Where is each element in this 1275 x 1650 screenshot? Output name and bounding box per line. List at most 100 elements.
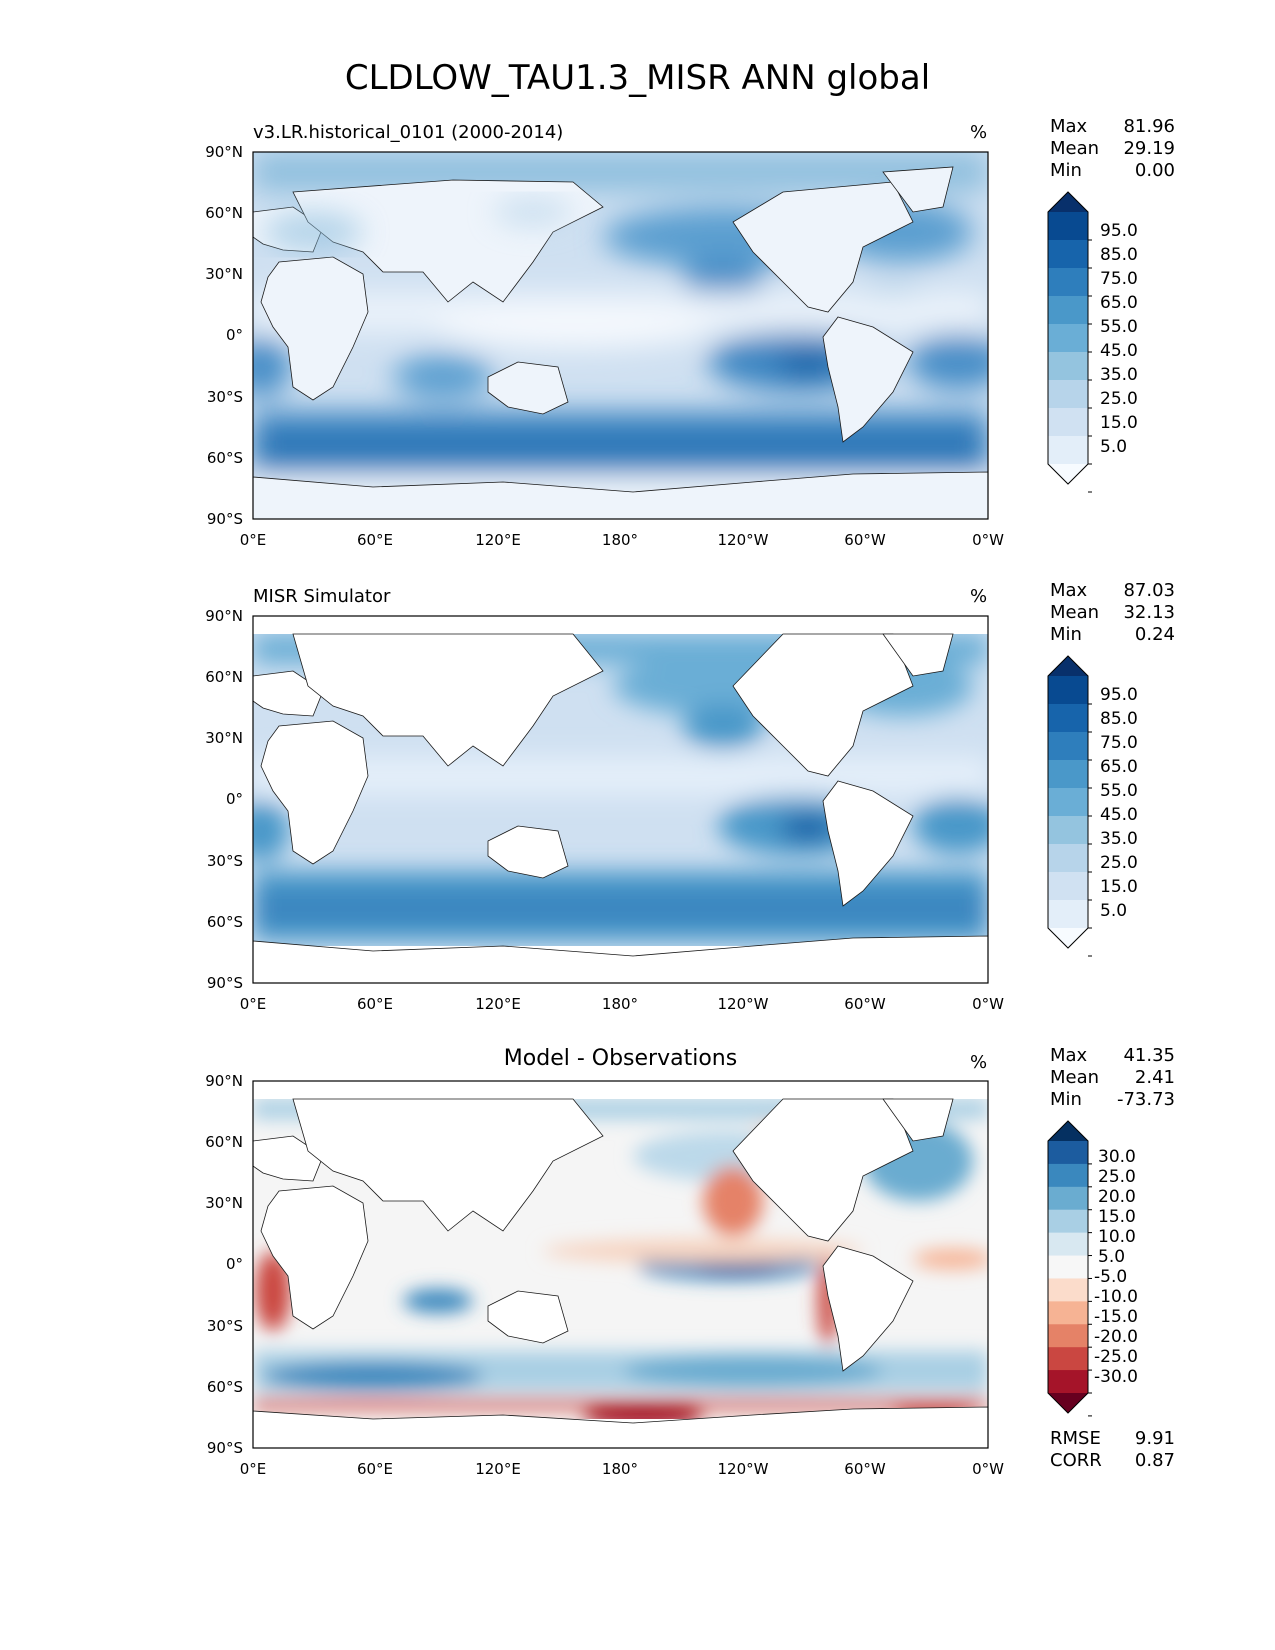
colorbar-segment (1048, 240, 1088, 269)
colorbar-tick: 5.0 (1098, 1247, 1126, 1267)
colorbar-tick: 25.0 (1100, 853, 1138, 873)
lat-tick: 60°N (205, 204, 243, 222)
panel-title: v3.LR.historical_0101 (2000-2014) (253, 122, 564, 143)
stat-min-label: Min (1050, 1089, 1082, 1110)
colorbar-segment (1048, 760, 1088, 789)
lat-tick: 30°S (206, 852, 243, 870)
colorbar-tick: 15.0 (1100, 877, 1138, 897)
lon-tick: 60°E (356, 995, 394, 1013)
colorbar-segment (1048, 1255, 1088, 1279)
colorbar-segment (1048, 268, 1088, 297)
colorbar-tick: -30.0 (1094, 1367, 1138, 1387)
colorbar-tick: 45.0 (1100, 341, 1138, 361)
stat-min-value: -73.73 (1116, 1089, 1175, 1110)
lat-tick: 60°S (206, 449, 243, 467)
lon-tick: 0°E (239, 531, 267, 549)
colorbar (1047, 655, 1092, 957)
colorbar-tick: 5.0 (1100, 437, 1128, 457)
colorbar-extend-low (1048, 1393, 1088, 1413)
colorbar-extend-low (1048, 928, 1088, 948)
colorbar-segment (1048, 324, 1088, 353)
lat-tick: 30°S (206, 1317, 243, 1335)
colorbar-segment (1048, 408, 1088, 437)
lat-tick: 90°S (206, 510, 243, 528)
colorbar-tick: 95.0 (1100, 685, 1138, 705)
colorbar-segment (1048, 704, 1088, 733)
colorbar-extend-low (1048, 464, 1088, 484)
lon-tick: 0°E (239, 1460, 267, 1478)
lon-tick: 180° (601, 531, 639, 549)
colorbar-segment (1048, 844, 1088, 873)
lon-tick: 60°W (844, 995, 886, 1013)
colorbar-tick: 35.0 (1100, 365, 1138, 385)
lon-tick: 60°W (844, 1460, 886, 1478)
lat-tick: 90°N (205, 607, 243, 625)
colorbar-segment (1048, 1141, 1088, 1165)
metric-corr-label: CORR (1050, 1450, 1102, 1471)
stat-mean-value: 29.19 (1123, 138, 1175, 159)
lat-tick: 0° (225, 790, 243, 808)
colorbar-tick: 20.0 (1098, 1187, 1136, 1207)
colorbar-segment (1048, 1324, 1088, 1348)
unit-label: % (970, 586, 988, 607)
colorbar-extend-high (1048, 192, 1088, 212)
colorbar-tick: -20.0 (1094, 1327, 1138, 1347)
stat-mean-label: Mean (1050, 1067, 1100, 1088)
colorbar-tick: 45.0 (1100, 805, 1138, 825)
colorbar-segment (1048, 1347, 1088, 1371)
colorbar-tick: 65.0 (1100, 757, 1138, 777)
colorbar-segment (1048, 676, 1088, 705)
lon-tick: 60°W (844, 531, 886, 549)
lon-tick: 0°W (972, 995, 1004, 1013)
colorbar-tick: -15.0 (1094, 1307, 1138, 1327)
lon-tick: 120°W (717, 1460, 769, 1478)
stat-max-value: 87.03 (1123, 580, 1175, 601)
colorbar-tick: 75.0 (1100, 269, 1138, 289)
colorbar-tick: 15.0 (1100, 413, 1138, 433)
stat-max-label: Max (1050, 116, 1088, 137)
metric-rmse-label: RMSE (1050, 1428, 1101, 1449)
lon-tick: 120°E (475, 995, 521, 1013)
lat-tick: 60°N (205, 668, 243, 686)
colorbar-tick: 35.0 (1100, 829, 1138, 849)
stat-max-value: 41.35 (1123, 1045, 1175, 1066)
colorbar-tick: -10.0 (1094, 1287, 1138, 1307)
coastlines (253, 633, 988, 983)
lon-tick: 0°E (239, 995, 267, 1013)
colorbar-tick: -5.0 (1094, 1267, 1128, 1287)
colorbar-tick: -25.0 (1094, 1347, 1138, 1367)
colorbar-extend-high (1048, 1121, 1088, 1141)
unit-label: % (970, 122, 988, 143)
colorbar-segment (1048, 436, 1088, 465)
colorbar-tick: 95.0 (1100, 221, 1138, 241)
lat-tick: 90°S (206, 974, 243, 992)
lat-tick: 30°N (205, 265, 243, 283)
colorbar-segment (1048, 380, 1088, 409)
colorbar-segment (1048, 352, 1088, 381)
colorbar-tick: 65.0 (1100, 293, 1138, 313)
lat-tick: 0° (225, 1255, 243, 1273)
stat-max-value: 81.96 (1123, 116, 1175, 137)
colorbar-segment (1048, 1209, 1088, 1234)
colorbar-tick: 5.0 (1100, 901, 1128, 921)
lon-tick: 120°W (717, 531, 769, 549)
metric-rmse-value: 9.91 (1134, 1428, 1175, 1449)
stat-max-label: Max (1050, 580, 1088, 601)
stat-mean-value: 32.13 (1123, 602, 1175, 623)
lat-tick: 30°N (205, 729, 243, 747)
lat-tick: 30°S (206, 388, 243, 406)
stat-min-value: 0.24 (1134, 624, 1175, 645)
stat-mean-label: Mean (1050, 602, 1100, 623)
colorbar-segment (1048, 1370, 1088, 1394)
colorbar-segment (1048, 788, 1088, 817)
colorbar-tick: 25.0 (1100, 389, 1138, 409)
lat-tick: 60°N (205, 1133, 243, 1151)
stat-mean-label: Mean (1050, 138, 1100, 159)
colorbar-extend-high (1048, 656, 1088, 676)
panel-title: MISR Simulator (253, 586, 391, 607)
lon-tick: 0°W (972, 1460, 1004, 1478)
lon-tick: 60°E (356, 1460, 394, 1478)
lon-tick: 180° (601, 1460, 639, 1478)
lon-tick: 180° (601, 995, 639, 1013)
colorbar-tick: 15.0 (1098, 1207, 1136, 1227)
